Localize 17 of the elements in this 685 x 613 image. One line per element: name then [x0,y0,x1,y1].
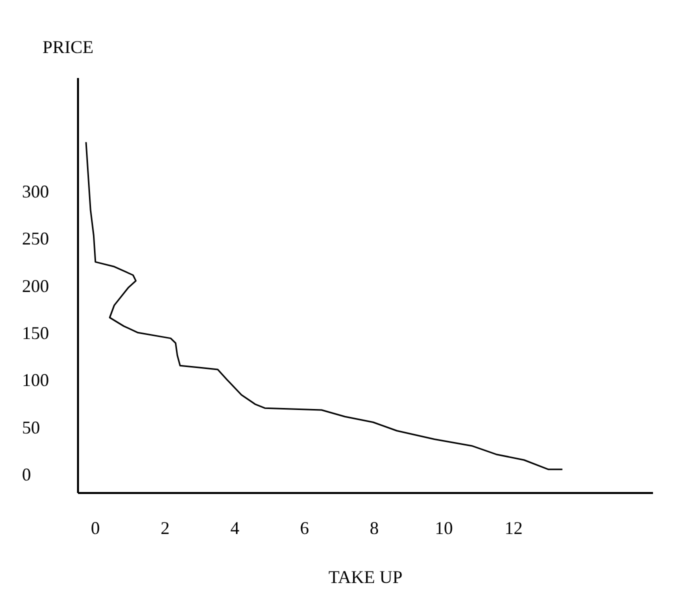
y-tick-label: 150 [22,323,49,344]
x-axis-title: TAKE UP [328,567,403,587]
x-tick-label: 0 [90,518,100,538]
y-axis-title: PRICE [42,37,94,57]
y-tick-label: 50 [22,417,40,438]
line-series [85,141,564,470]
x-tick-label: 8 [370,518,379,538]
x-tick-label: 4 [230,518,240,538]
y-tick-label: 100 [22,370,49,390]
x-tick-label: 2 [160,518,170,538]
x-tick-label: 6 [300,518,310,538]
y-tick-label: 0 [22,464,31,485]
x-tick-label: 10 [434,518,453,538]
x-tick-label: 12 [504,518,523,538]
y-tick-label: 200 [22,276,49,296]
y-tick-label: 300 [22,182,49,202]
y-tick-label: 250 [22,228,49,249]
